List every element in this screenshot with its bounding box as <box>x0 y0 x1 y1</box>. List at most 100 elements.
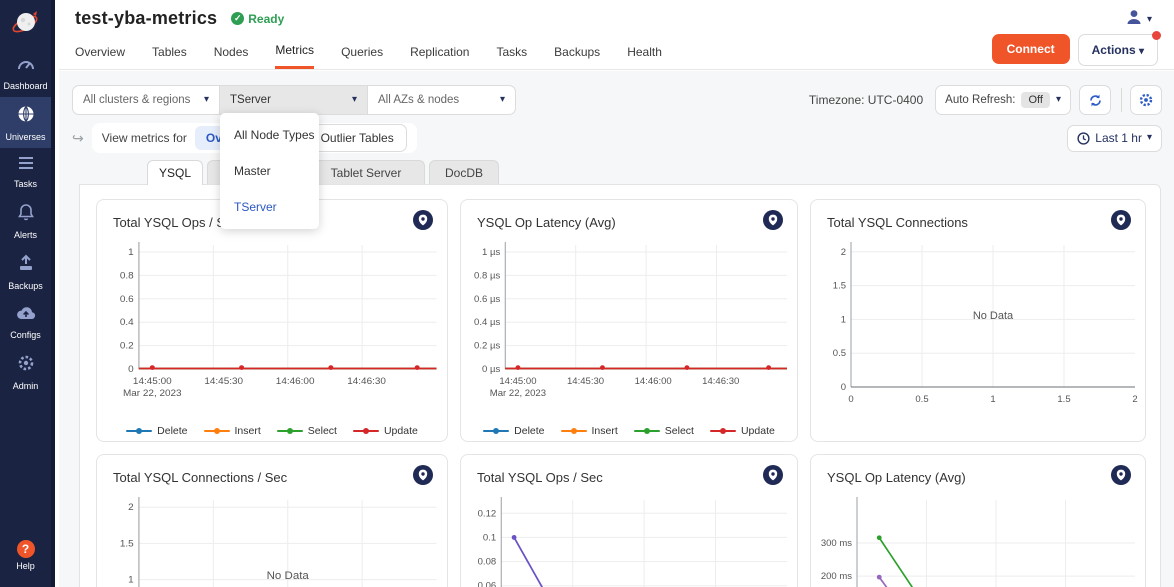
universe-nav: Overview Tables Nodes Metrics Queries Re… <box>75 40 1158 72</box>
legend-item[interactable]: Delete <box>126 425 187 437</box>
nav-tab-health[interactable]: Health <box>627 45 662 68</box>
tab-docdb[interactable]: DocDB <box>429 160 499 185</box>
legend-item[interactable]: Select <box>634 425 694 437</box>
line-chart[interactable]: 1 µs0.8 µs0.6 µs0.4 µs0.2 µs0 µs14:45:00… <box>461 237 797 423</box>
auto-refresh-control[interactable]: Auto Refresh: Off ▾ <box>935 85 1071 115</box>
svg-text:14:46:30: 14:46:30 <box>347 376 386 387</box>
chevron-down-icon: ▾ <box>204 95 209 105</box>
nav-tab-queries[interactable]: Queries <box>341 45 383 68</box>
sidebar-item-alerts[interactable]: Alerts <box>0 195 51 246</box>
check-icon: ✓ <box>231 12 244 25</box>
svg-text:14:46:30: 14:46:30 <box>702 376 739 387</box>
sidebar-item-label: Backups <box>8 281 43 291</box>
line-chart[interactable]: 21.510.5000.511.52No Data <box>97 492 447 587</box>
sidebar: Dashboard Universes Tasks Alerts Backups… <box>0 0 55 587</box>
legend-item[interactable]: Update <box>353 425 418 437</box>
yugabyte-panel-icon[interactable] <box>413 210 433 235</box>
chart-panel-ysql-latency: YSQL Op Latency (Avg) 1 µs0.8 µs0.6 µs0.… <box>460 199 798 442</box>
sidebar-item-backups[interactable]: Backups <box>0 246 51 297</box>
yugabyte-panel-icon[interactable] <box>763 210 783 235</box>
user-menu[interactable]: ▾ <box>1125 8 1152 31</box>
sidebar-item-admin[interactable]: Admin <box>0 346 51 397</box>
line-chart[interactable]: 21.510.5000.511.52No Data <box>811 237 1145 433</box>
svg-text:0.5: 0.5 <box>833 348 846 359</box>
yugabyte-panel-icon[interactable] <box>1111 465 1131 490</box>
svg-text:Mar 22, 2023: Mar 22, 2023 <box>490 388 546 399</box>
actions-button[interactable]: Actions ▾ <box>1078 34 1158 66</box>
time-range-button[interactable]: Last 1 hr ▾ <box>1067 125 1162 152</box>
chart-title: YSQL Op Latency (Avg) <box>827 470 966 485</box>
connect-button[interactable]: Connect <box>992 34 1070 64</box>
chevron-down-icon: ▾ <box>1147 15 1152 25</box>
line-chart[interactable]: 300 ms200 ms <box>811 492 1145 587</box>
node-type-select[interactable]: TServer▾ <box>220 85 368 115</box>
svg-text:0.6: 0.6 <box>120 294 134 305</box>
nav-tab-backups[interactable]: Backups <box>554 45 600 68</box>
chart-panel-total-ysql-ops: Total YSQL Ops / Sec 10.80.60.40.2014:45… <box>96 199 448 442</box>
legend-item[interactable]: Select <box>277 425 337 437</box>
nav-tab-metrics[interactable]: Metrics <box>275 43 314 69</box>
chart-panel-ysql-latency-2: YSQL Op Latency (Avg) 300 ms200 ms <box>810 454 1146 587</box>
view-option-outlier-tables[interactable]: Outlier Tables <box>308 124 407 152</box>
az-node-select[interactable]: All AZs & nodes▾ <box>368 85 516 115</box>
yugabyte-panel-icon[interactable] <box>1111 210 1131 235</box>
user-icon <box>1125 8 1143 31</box>
svg-text:0.2: 0.2 <box>120 341 134 352</box>
svg-text:0.12: 0.12 <box>478 508 497 519</box>
svg-text:0: 0 <box>841 382 846 393</box>
nav-tab-overview[interactable]: Overview <box>75 45 125 68</box>
tab-tablet-server[interactable]: Tablet Server <box>307 160 425 185</box>
chart-legend: Delete Insert Select Update <box>97 425 447 437</box>
sidebar-item-tasks[interactable]: Tasks <box>0 148 51 195</box>
globe-icon <box>16 104 36 129</box>
sidebar-item-universes[interactable]: Universes <box>0 97 51 148</box>
line-chart[interactable]: 10.80.60.40.2014:45:00Mar 22, 202314:45:… <box>97 237 447 423</box>
dropdown-option-master[interactable]: Master <box>220 153 319 189</box>
legend-item[interactable]: Delete <box>483 425 544 437</box>
gear-icon <box>16 353 36 378</box>
svg-text:No Data: No Data <box>973 310 1014 322</box>
gear-icon <box>1138 92 1154 108</box>
chart-panel-total-ysql-ops-2: Total YSQL Ops / Sec 0.120.10.080.06 <box>460 454 798 587</box>
refresh-button[interactable] <box>1079 85 1111 115</box>
svg-text:14:46:00: 14:46:00 <box>276 376 315 387</box>
svg-text:0: 0 <box>128 364 134 375</box>
legend-item[interactable]: Insert <box>204 425 261 437</box>
svg-text:1 µs: 1 µs <box>482 247 500 258</box>
sidebar-item-label: Help <box>16 561 35 571</box>
dropdown-option-all-node-types[interactable]: All Node Types <box>220 117 319 153</box>
nav-tab-tables[interactable]: Tables <box>152 45 187 68</box>
chevron-down-icon: ▾ <box>1139 46 1144 57</box>
nav-tab-tasks[interactable]: Tasks <box>496 45 527 68</box>
dropdown-option-tserver[interactable]: TServer <box>220 189 319 225</box>
yugabyte-panel-icon[interactable] <box>413 465 433 490</box>
chart-title: Total YSQL Ops / Sec <box>477 470 603 485</box>
settings-button[interactable] <box>1130 85 1162 115</box>
sidebar-item-label: Tasks <box>14 179 37 189</box>
nav-tab-nodes[interactable]: Nodes <box>214 45 249 68</box>
timezone-label: Timezone: UTC-0400 <box>809 93 923 107</box>
svg-text:No Data: No Data <box>267 570 310 582</box>
svg-text:0.08: 0.08 <box>478 557 497 568</box>
cluster-region-select[interactable]: All clusters & regions▾ <box>72 85 220 115</box>
sidebar-item-label: Configs <box>10 330 41 340</box>
svg-text:0 µs: 0 µs <box>482 364 500 375</box>
svg-text:0.8: 0.8 <box>120 271 134 282</box>
sidebar-item-configs[interactable]: Configs <box>0 297 51 346</box>
chart-legend: Delete Insert Select Update <box>461 425 797 437</box>
legend-item[interactable]: Insert <box>561 425 618 437</box>
svg-text:Mar 22, 2023: Mar 22, 2023 <box>123 388 182 399</box>
sidebar-item-help[interactable]: ? Help <box>0 533 51 577</box>
svg-text:1: 1 <box>128 247 134 258</box>
svg-text:1: 1 <box>128 575 134 586</box>
yugabyte-panel-icon[interactable] <box>763 465 783 490</box>
svg-text:1.5: 1.5 <box>120 539 134 550</box>
line-chart[interactable]: 0.120.10.080.06 <box>461 492 797 587</box>
sidebar-item-dashboard[interactable]: Dashboard <box>0 48 51 97</box>
charts-grid: Total YSQL Ops / Sec 10.80.60.40.2014:45… <box>96 199 1144 587</box>
svg-text:0.2 µs: 0.2 µs <box>474 341 500 352</box>
nav-tab-replication[interactable]: Replication <box>410 45 469 68</box>
legend-item[interactable]: Update <box>710 425 775 437</box>
tab-ysql[interactable]: YSQL <box>147 160 203 185</box>
yugabyte-logo-icon[interactable] <box>0 0 53 48</box>
